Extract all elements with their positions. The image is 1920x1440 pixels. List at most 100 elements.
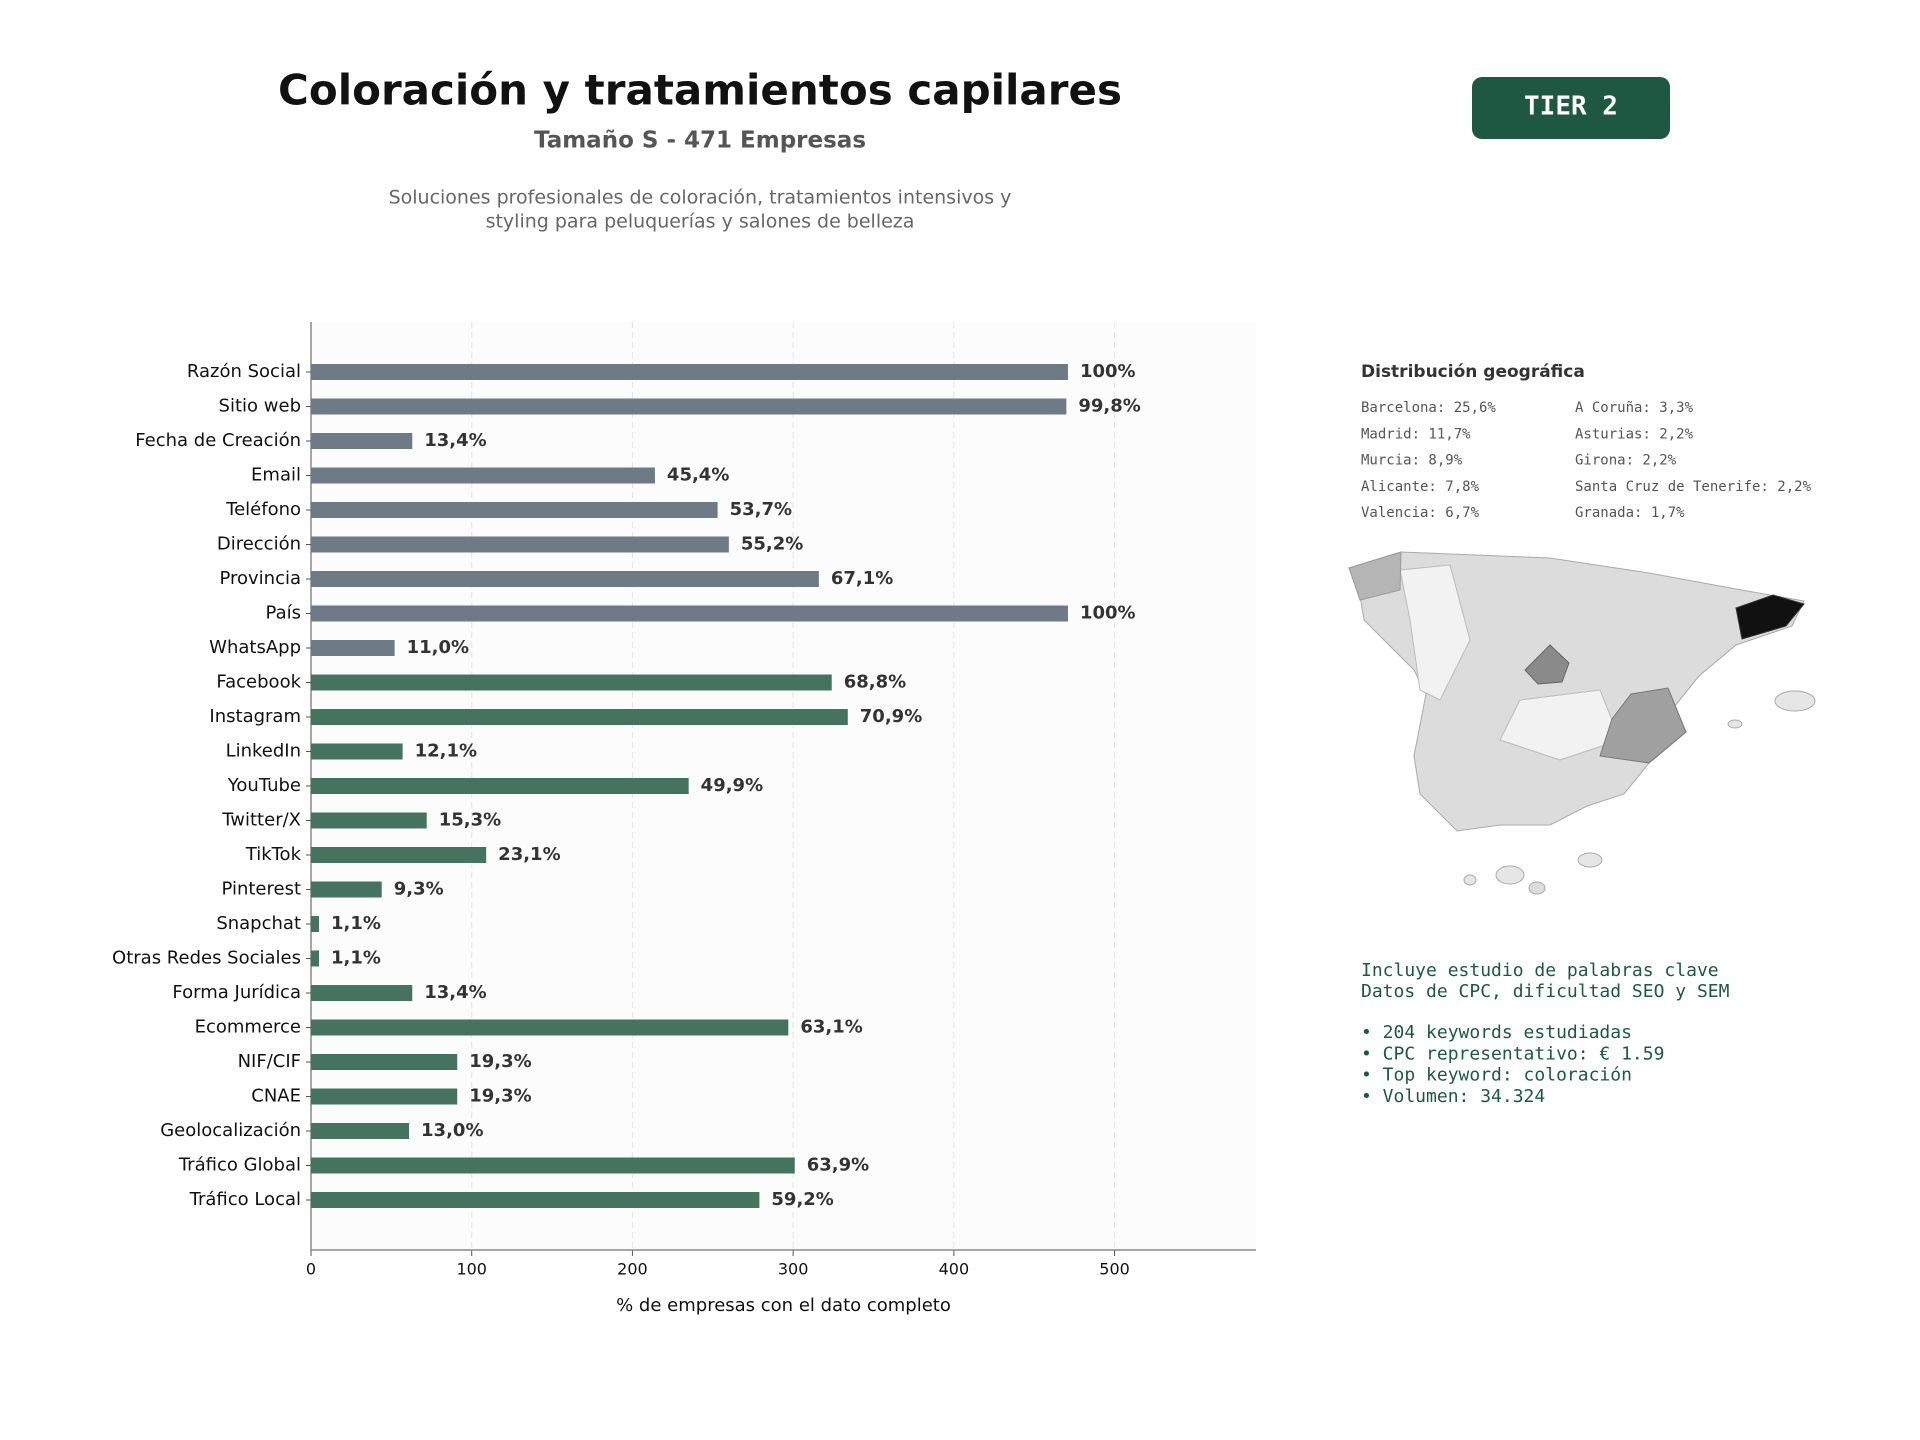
badge-text: TIER 2: [1524, 92, 1618, 122]
y-tick-label: Tráfico Local: [189, 1189, 301, 1210]
bar: [311, 433, 413, 449]
bar: [311, 1088, 458, 1105]
bar: [311, 1157, 795, 1174]
bar: [311, 571, 819, 587]
bar: [311, 950, 320, 967]
value-label: 99,8%: [1078, 396, 1140, 417]
x-tick-label: 0: [306, 1260, 316, 1279]
x-tick-label: 200: [617, 1260, 648, 1279]
bar: [311, 536, 729, 553]
value-label: 45,4%: [667, 465, 729, 486]
value-label: 67,1%: [831, 568, 893, 589]
map-region: [1599, 687, 1687, 764]
bar: [311, 916, 320, 932]
y-tick-label: Facebook: [216, 672, 301, 693]
value-label: 49,9%: [701, 775, 763, 796]
bar: [311, 847, 487, 863]
bar: [311, 709, 848, 725]
x-tick-label: 500: [1099, 1260, 1130, 1279]
y-tick-label: Teléfono: [225, 499, 301, 520]
map-islands: [1528, 881, 1546, 895]
value-label: 11,0%: [407, 637, 469, 658]
geo-item: Santa Cruz de Tenerife: 2,2%: [1575, 479, 1812, 495]
y-tick-label: WhatsApp: [209, 637, 301, 658]
keyword-intro: Incluye estudio de palabras clave: [1361, 960, 1719, 981]
bar: [311, 674, 832, 691]
geo-item: Valencia: 6,7%: [1361, 505, 1480, 521]
y-tick-label: Ecommerce: [195, 1017, 301, 1038]
keyword-bullet: • Volumen: 34.324: [1361, 1086, 1545, 1107]
bar: [311, 640, 395, 656]
value-label: 63,9%: [807, 1155, 869, 1176]
value-label: 1,1%: [331, 948, 381, 969]
y-tick-label: Geolocalización: [160, 1120, 301, 1141]
bar: [311, 1019, 789, 1036]
bar: [311, 502, 718, 518]
geo-item: Madrid: 11,7%: [1361, 426, 1471, 442]
value-label: 100%: [1080, 603, 1136, 624]
map-region: [1499, 689, 1621, 761]
value-label: 15,3%: [439, 810, 501, 831]
value-label: 59,2%: [771, 1189, 833, 1210]
bar: [311, 1192, 760, 1208]
geo-item: Girona: 2,2%: [1575, 453, 1677, 469]
map-islands: [1774, 690, 1816, 712]
y-tick-label: NIF/CIF: [238, 1051, 301, 1072]
value-label: 13,0%: [421, 1120, 483, 1141]
geo-item: Murcia: 8,9%: [1361, 453, 1463, 469]
map-islands: [1577, 852, 1603, 868]
x-tick-label: 100: [456, 1260, 487, 1279]
x-tick-label: 300: [778, 1260, 809, 1279]
geo-item: Alicante: 7,8%: [1361, 479, 1480, 495]
bar-chart: 0 100 200 300 400 500 % de empresas con el dat…: [112, 322, 1256, 1316]
y-tick-label: Provincia: [219, 568, 301, 589]
value-label: 13,4%: [424, 430, 486, 451]
bar: [311, 985, 413, 1001]
bar: [311, 467, 655, 484]
map-islands: [1463, 874, 1477, 886]
value-label: 70,9%: [860, 706, 922, 727]
geo-item: Barcelona: 25,6%: [1361, 400, 1496, 416]
y-tick-label: Otras Redes Sociales: [112, 948, 301, 969]
bar: [311, 1123, 410, 1139]
y-tick-label: Twitter/X: [221, 810, 301, 831]
y-tick-label: LinkedIn: [226, 741, 301, 762]
value-label: 68,8%: [844, 672, 906, 693]
x-axis-label: % de empresas con el dato completo: [616, 1295, 951, 1316]
y-tick-label: Tráfico Global: [178, 1155, 301, 1176]
value-label: 55,2%: [741, 534, 803, 555]
description: Soluciones profesionales de coloración, …: [389, 187, 1012, 209]
value-label: 19,3%: [469, 1086, 531, 1107]
y-tick-label: TikTok: [245, 844, 302, 865]
value-label: 13,4%: [424, 982, 486, 1003]
description: styling para peluquerías y salones de be…: [486, 211, 915, 233]
y-tick-label: Dirección: [217, 534, 301, 555]
y-tick-label: Pinterest: [221, 879, 301, 900]
value-label: 63,1%: [800, 1017, 862, 1038]
value-label: 23,1%: [498, 844, 560, 865]
value-label: 19,3%: [469, 1051, 531, 1072]
bar: [311, 364, 1068, 380]
title: Coloración y tratamientos capilares: [278, 66, 1122, 115]
value-label: 1,1%: [331, 913, 381, 934]
map-region: [1735, 594, 1805, 640]
keyword-bullet: • 204 keywords estudiadas: [1361, 1022, 1632, 1043]
y-tick-label: Forma Jurídica: [172, 982, 301, 1003]
keyword-bullet: • CPC representativo: € 1.59: [1361, 1043, 1664, 1064]
subtitle: Tamaño S - 471 Empresas: [534, 128, 866, 154]
keyword-bullet: • Top keyword: coloración: [1361, 1065, 1632, 1086]
map-islands: [1495, 865, 1525, 885]
value-label: 12,1%: [415, 741, 477, 762]
map-islands: [1727, 719, 1743, 729]
bar: [311, 743, 403, 760]
y-tick-label: YouTube: [227, 775, 301, 796]
map-region: [1348, 551, 1402, 601]
geo-item: Asturias: 2,2%: [1575, 426, 1694, 442]
value-label: 53,7%: [730, 499, 792, 520]
badge: [1472, 77, 1670, 139]
y-tick-label: Instagram: [209, 706, 301, 727]
geo-list: Barcelona: 25,6% Madrid: 11,7% Murcia: 8,9…: [1361, 400, 1812, 521]
y-tick-label: Razón Social: [187, 361, 301, 382]
bar: [311, 778, 689, 794]
